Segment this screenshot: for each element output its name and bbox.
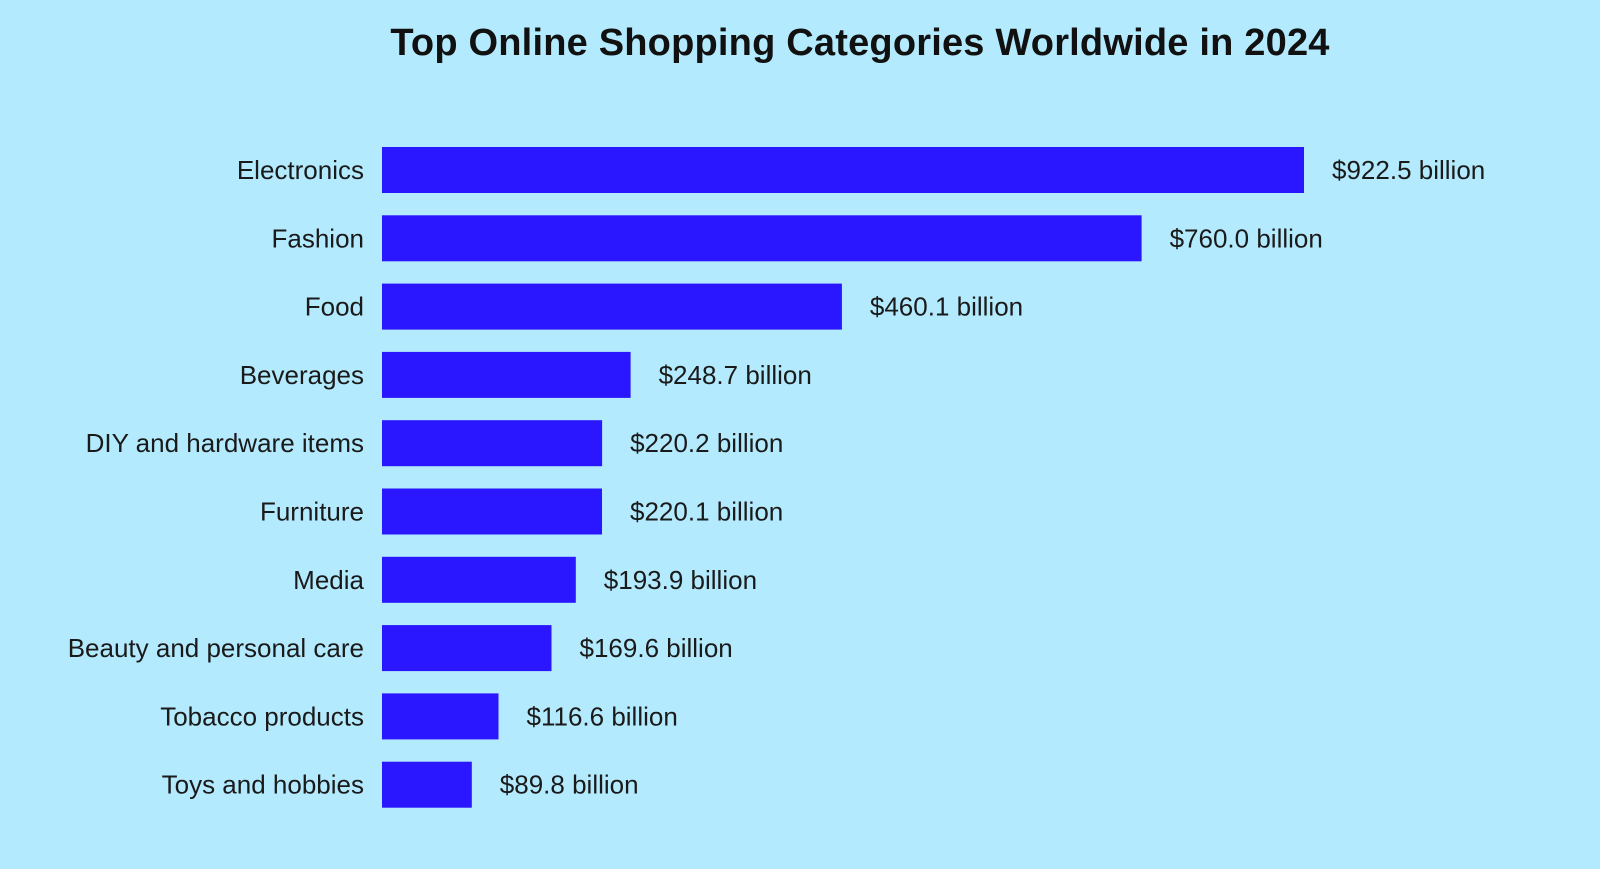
category-label: Furniture [260,497,364,527]
value-label: $116.6 billion [527,701,678,731]
value-label: $169.6 billion [580,633,733,663]
bar-fashion [382,215,1142,262]
chart-title: Top Online Shopping Categories Worldwide… [390,22,1330,64]
category-label: Food [305,292,364,322]
value-label: $220.2 billion [630,428,783,458]
value-label: $760.0 billion [1170,223,1323,253]
bar-beverages [382,351,631,398]
category-label: Media [293,565,364,595]
value-label: $248.7 billion [659,360,812,390]
value-label: $193.9 billion [604,565,757,595]
bar-food [382,283,842,330]
value-label: $922.5 billion [1332,155,1485,185]
bar-electronics [382,147,1304,193]
category-label: Toys and hobbies [162,770,364,800]
category-label: Electronics [237,155,364,185]
bar-media [382,556,576,603]
category-label: DIY and hardware items [86,428,364,458]
category-label: Fashion [272,223,365,253]
bar-beauty-and-personal-care [382,625,552,672]
category-label: Tobacco products [160,701,364,731]
bar-furniture [382,488,602,535]
bar-toys-and-hobbies [382,761,472,808]
value-label: $460.1 billion [870,292,1023,322]
value-label: $220.1 billion [630,497,783,527]
category-label: Beauty and personal care [68,633,364,663]
category-label: Beverages [240,360,364,390]
bar-tobacco-products [382,693,499,740]
value-label: $89.8 billion [500,770,639,800]
bar-diy-and-hardware-items [382,420,603,467]
